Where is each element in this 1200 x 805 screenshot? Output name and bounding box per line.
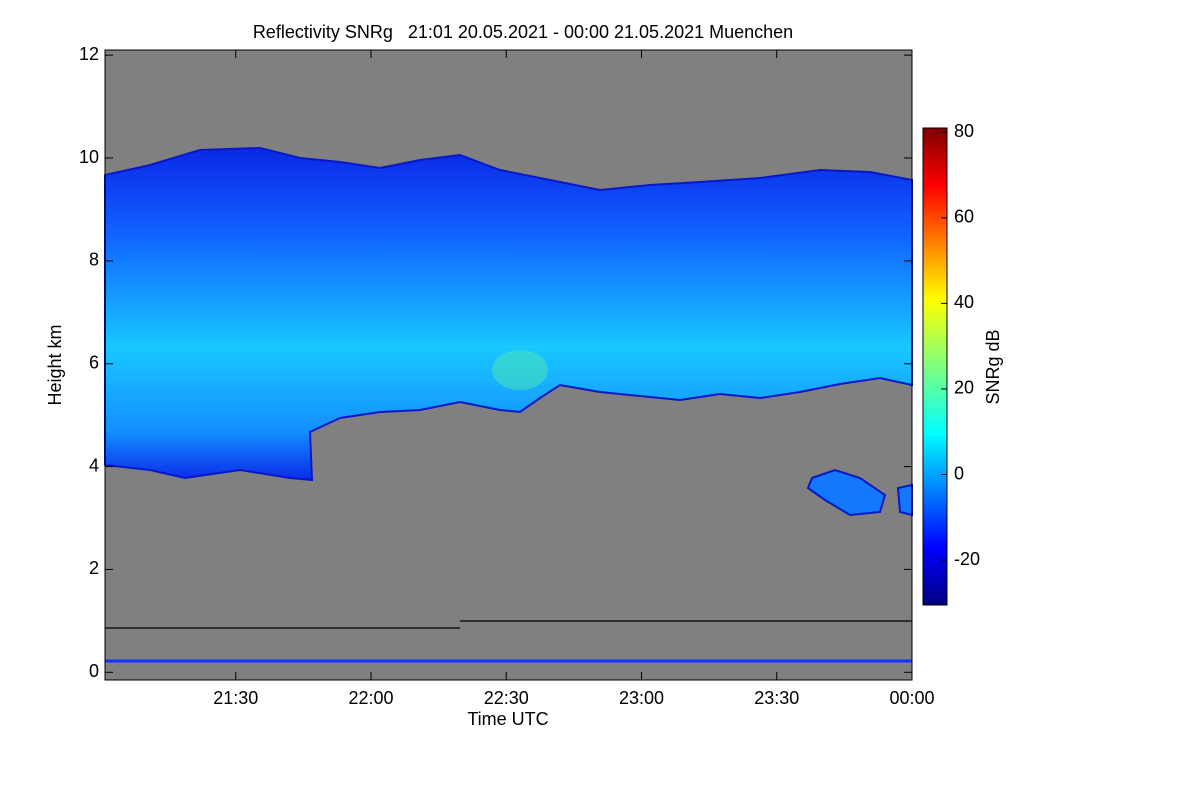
x-tick-label: 22:00 [348,688,393,708]
colorbar-tick-label: 0 [954,463,964,483]
y-tick-label: 6 [89,352,99,372]
x-tick-label: 22:30 [484,688,529,708]
chart-title: Reflectivity SNRg 21:01 20.05.2021 - 00:… [253,22,793,42]
y-axis-label: Height km [45,324,65,405]
cloud-core [492,350,548,390]
colorbar-label: SNRg dB [983,329,1003,404]
x-tick-label: 21:30 [213,688,258,708]
cloud-layer [104,146,913,482]
y-tick-label: 12 [79,44,99,64]
colorbar [922,127,948,606]
plot-frame [104,49,913,681]
x-tick-label: 23:30 [754,688,799,708]
y-tick-label: 0 [89,661,99,681]
y-tick-label: 10 [79,147,99,167]
x-axis-label: Time UTC [467,709,548,729]
colorbar-tick-label: 60 [954,207,974,227]
y-tick-label: 2 [89,558,99,578]
colorbar-tick-label: 40 [954,292,974,312]
colorbar-tick-label: 80 [954,121,974,141]
colorbar-tick-label: -20 [954,549,980,569]
x-tick-label: 23:00 [619,688,664,708]
y-tick-label: 4 [89,455,99,475]
y-tick-label: 8 [89,250,99,270]
x-tick-label: 00:00 [889,688,934,708]
colorbar-tick-label: 20 [954,378,974,398]
